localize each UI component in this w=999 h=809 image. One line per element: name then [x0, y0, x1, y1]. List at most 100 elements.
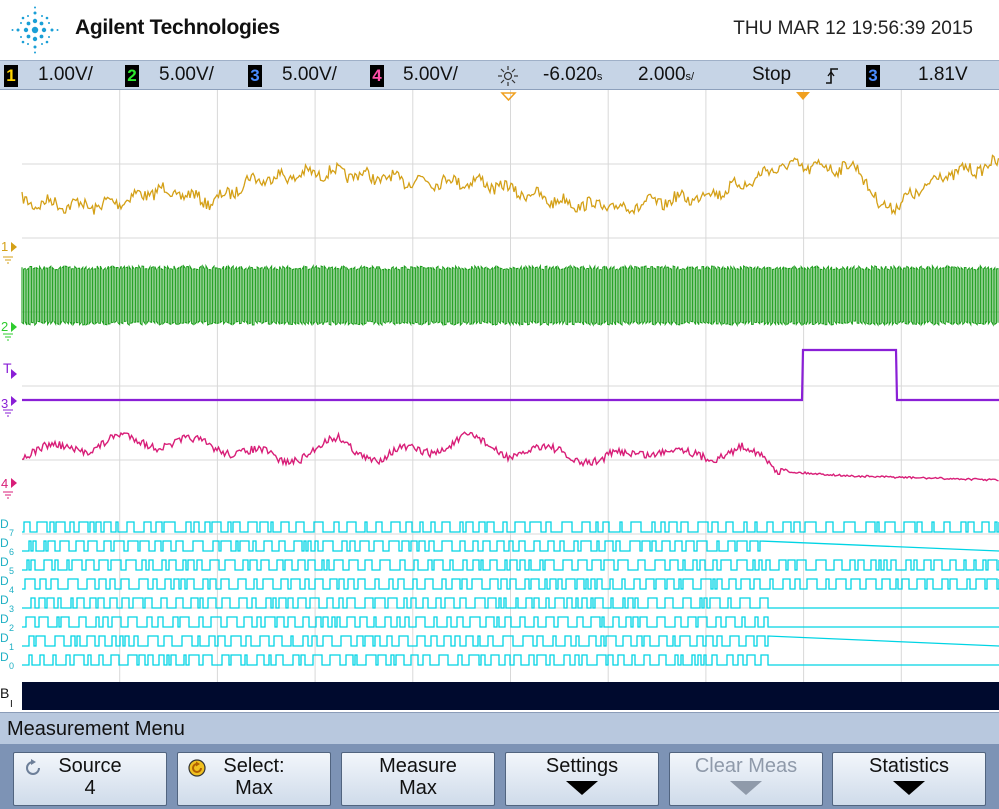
digital-label: D5 — [0, 555, 14, 576]
channel-2-marker[interactable]: 2 — [1, 319, 17, 341]
channel-1-trace — [21, 154, 999, 216]
channel-3-trace — [22, 348, 999, 402]
trigger-level[interactable]: 1.81V — [918, 64, 968, 85]
settings-softkey[interactable]: Settings — [505, 752, 659, 806]
measure-softkey-label: Measure — [379, 755, 457, 777]
trigger-source-badge[interactable]: 3 — [866, 65, 880, 87]
digital-label-index: 5 — [9, 566, 14, 576]
digital-label-index: 0 — [9, 661, 14, 671]
channel-1-scale[interactable]: 1.00V/ — [38, 64, 93, 85]
source-softkey-label: Source — [58, 755, 122, 777]
statistics-softkey-label: Statistics — [868, 755, 950, 777]
digital-channel-trace — [22, 616, 999, 628]
agilent-spark-logo-icon — [11, 6, 59, 54]
digital-label: D3 — [0, 593, 14, 614]
rising-edge-icon — [826, 68, 838, 84]
digital-channel-trace — [22, 635, 999, 647]
menu-title: Measurement Menu — [7, 718, 185, 740]
svg-text:T: T — [3, 360, 12, 376]
digital-channel-trace — [22, 540, 999, 552]
select-softkey[interactable]: Select: Max — [177, 752, 331, 806]
statistics-softkey[interactable]: Statistics — [832, 752, 986, 806]
digital-channel-trace — [22, 521, 999, 533]
submenu-arrow-icon — [893, 781, 925, 795]
digital-label-letter: D — [0, 612, 9, 626]
svg-text:B: B — [0, 685, 9, 701]
channel-3-scale[interactable]: 5.00V/ — [282, 64, 337, 85]
select-softkey-label: Select: — [223, 755, 285, 777]
svg-text:2: 2 — [1, 319, 8, 334]
svg-text:3: 3 — [1, 396, 8, 411]
rotate-knob-icon — [26, 759, 40, 775]
select-softkey-value: Max — [235, 777, 273, 799]
digital-label-letter: D — [0, 593, 9, 607]
svg-text:4: 4 — [1, 476, 8, 491]
digital-label-index: 3 — [9, 604, 14, 614]
digital-label: D4 — [0, 574, 14, 595]
digital-label-index: 4 — [9, 585, 14, 595]
digital-channel-trace — [22, 597, 999, 609]
run-state[interactable]: Stop — [752, 64, 792, 85]
delay-value: -6.020 — [543, 64, 597, 85]
brand-name: Agilent Technologies — [75, 16, 280, 39]
channel-3-marker[interactable]: 3 — [1, 396, 17, 417]
digital-channel-trace — [22, 578, 999, 590]
trigger-level-marker[interactable]: T — [3, 360, 17, 379]
digital-label-letter: D — [0, 574, 9, 588]
menu-title-bar: Measurement Menu — [0, 712, 999, 744]
source-softkey-value: 4 — [84, 777, 96, 799]
submenu-arrow-icon — [730, 781, 762, 795]
graticule — [22, 90, 999, 682]
channel-2-scale[interactable]: 5.00V/ — [159, 64, 214, 85]
bus-decode-bar — [22, 682, 999, 710]
delay-unit: s — [596, 71, 603, 83]
horizontal-delay[interactable]: -6.020s — [543, 64, 602, 86]
measure-softkey-value: Max — [399, 777, 437, 799]
digital-label-index: 2 — [9, 623, 14, 633]
digital-label-letter: D — [0, 631, 9, 645]
time-per-division[interactable]: 2.000s/ — [638, 64, 694, 86]
svg-text:1: 1 — [1, 239, 8, 254]
submenu-arrow-icon — [566, 781, 598, 795]
digital-label-index: 6 — [9, 547, 14, 557]
digital-label: D7 — [0, 517, 14, 538]
time-unit: s/ — [685, 71, 695, 83]
digital-channels — [22, 521, 999, 666]
entry-knob-icon — [188, 759, 206, 777]
svg-text:I: I — [10, 699, 13, 710]
channel-4-badge[interactable]: 4 — [370, 65, 384, 87]
channel-2-trace — [21, 263, 999, 328]
channel-1-badge[interactable]: 1 — [4, 65, 18, 87]
channel-4-marker[interactable]: 4 — [1, 476, 17, 499]
channel-2-badge[interactable]: 2 — [125, 65, 139, 87]
delay-marker — [796, 92, 810, 100]
time-value: 2.000 — [638, 64, 686, 85]
channel-4-scale[interactable]: 5.00V/ — [403, 64, 458, 85]
trigger-time-marker — [500, 92, 517, 102]
status-bar: 1 1.00V/ 2 5.00V/ 3 5.00V/ 4 5.00V/ -6.0… — [0, 60, 999, 90]
digital-channel-trace — [22, 654, 999, 666]
digital-label: D6 — [0, 536, 14, 557]
clear-meas-softkey[interactable]: Clear Meas — [669, 752, 823, 806]
digital-channel-trace — [22, 559, 999, 571]
date-time: THU MAR 12 19:56:39 2015 — [733, 18, 973, 39]
clear-meas-softkey-label: Clear Meas — [694, 755, 798, 777]
channel-3-badge[interactable]: 3 — [248, 65, 262, 87]
softkey-bar: Source 4 Select: Max Measure Max Setting… — [0, 744, 999, 809]
measure-softkey[interactable]: Measure Max — [341, 752, 495, 806]
settings-softkey-label: Settings — [545, 755, 619, 777]
digital-label-letter: D — [0, 517, 9, 531]
digital-label-index: 1 — [9, 642, 14, 652]
source-softkey[interactable]: Source 4 — [13, 752, 167, 806]
channel-1-marker[interactable]: 1 — [1, 239, 17, 264]
horizontal-delay-icon — [498, 66, 518, 86]
header: Agilent Technologies THU MAR 12 19:56:39… — [0, 0, 999, 60]
channel-4-trace — [22, 431, 999, 482]
digital-label: D2 — [0, 612, 14, 633]
digital-label: D0 — [0, 650, 14, 671]
digital-label-letter: D — [0, 555, 9, 569]
digital-label-letter: D — [0, 536, 9, 550]
